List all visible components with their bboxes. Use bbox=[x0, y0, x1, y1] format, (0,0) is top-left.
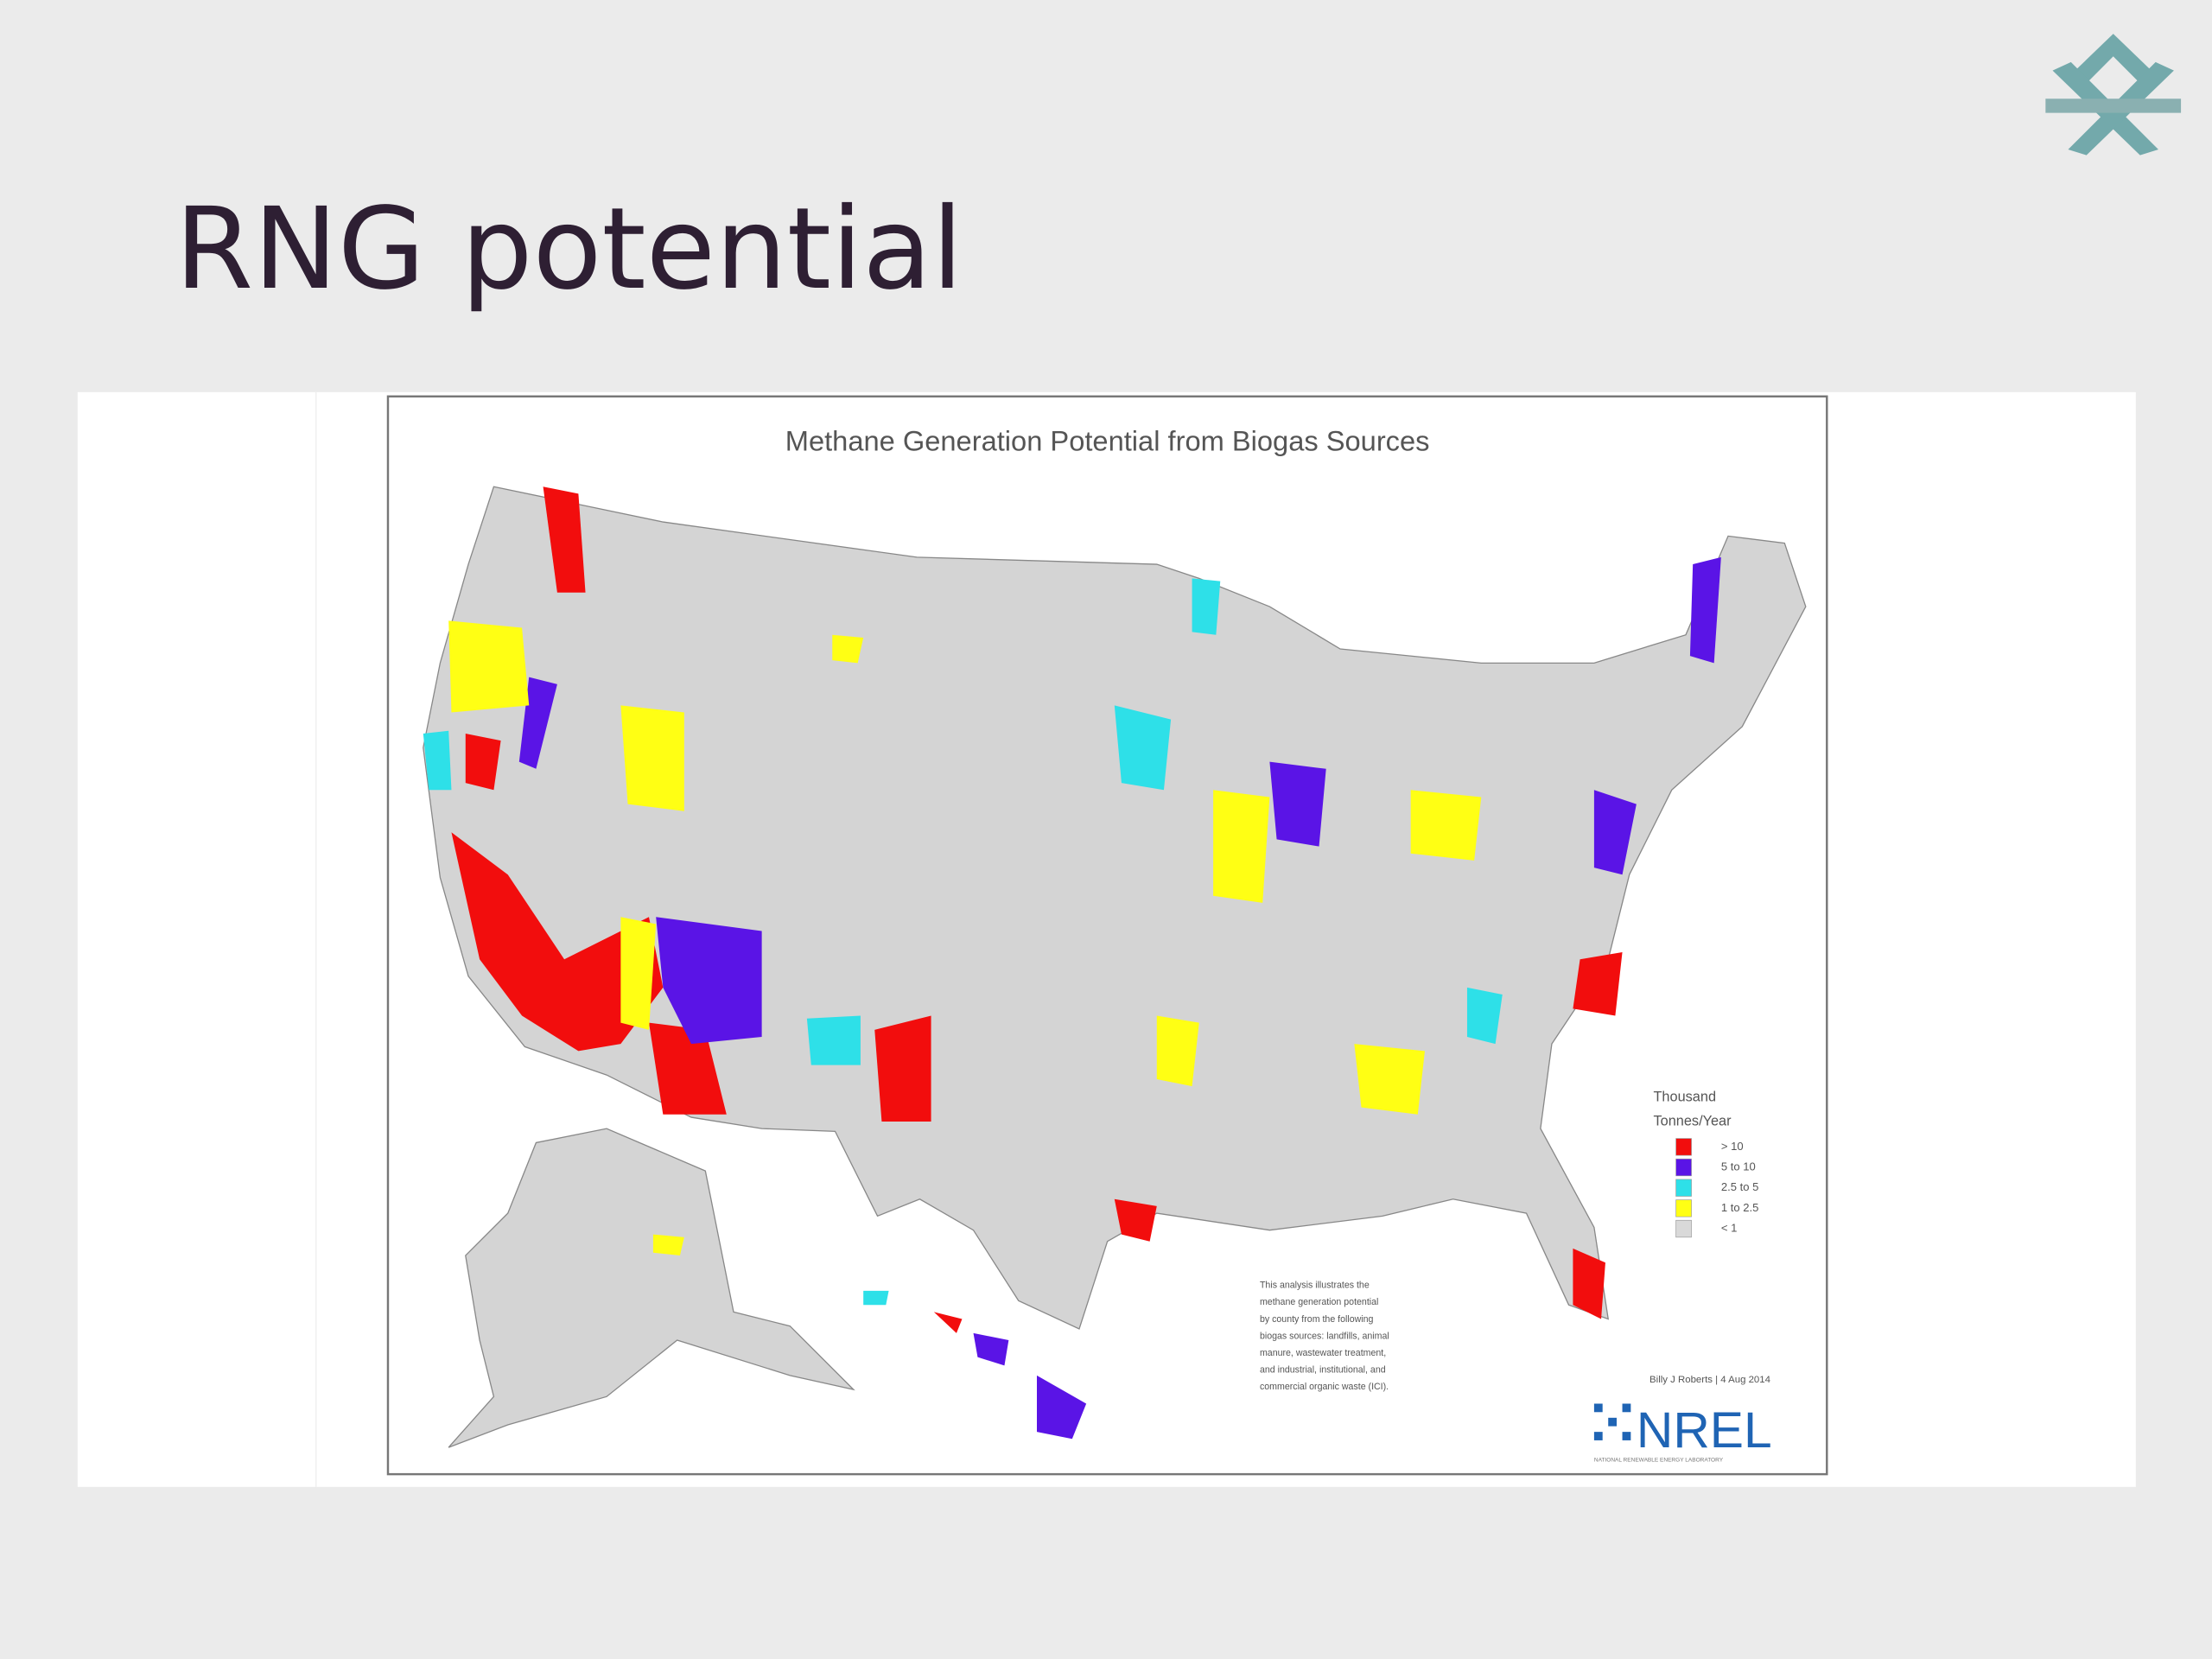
nrel-logo-subtitle: NATIONAL RENEWABLE ENERGY LABORATORY bbox=[1594, 1457, 1724, 1463]
county-cluster bbox=[448, 620, 530, 713]
county-cluster bbox=[1213, 790, 1270, 903]
legend-title: Thousand bbox=[1653, 1090, 1716, 1105]
county-cluster bbox=[1114, 1198, 1157, 1242]
note-line: manure, wastewater treatment, bbox=[1260, 1348, 1386, 1358]
logo-dot bbox=[1608, 1417, 1618, 1427]
county-cluster bbox=[652, 1234, 684, 1256]
county-cluster bbox=[1410, 790, 1482, 861]
legend-label: > 10 bbox=[1721, 1140, 1744, 1153]
county-cluster bbox=[1354, 1044, 1425, 1115]
nrel-logo bbox=[1593, 1403, 1631, 1440]
logo-dot bbox=[1622, 1403, 1631, 1413]
county-cluster bbox=[1593, 790, 1637, 875]
note: This analysis illustrates the methane gen… bbox=[1260, 1281, 1389, 1393]
county-cluster bbox=[465, 733, 501, 791]
county-cluster bbox=[874, 1015, 931, 1122]
slide-title: RNG potential bbox=[175, 183, 963, 315]
county-cluster bbox=[1466, 987, 1503, 1045]
legend-swatch bbox=[1675, 1199, 1692, 1217]
county-cluster bbox=[423, 730, 452, 791]
credit: Billy J Roberts | 4 Aug 2014 bbox=[1649, 1375, 1771, 1385]
county-cluster bbox=[863, 1290, 889, 1306]
county-cluster bbox=[1114, 705, 1172, 791]
logo-shape bbox=[2045, 99, 2182, 113]
legend-label: 5 to 10 bbox=[1721, 1160, 1756, 1173]
county-cluster bbox=[1269, 761, 1326, 847]
contiguous-us bbox=[423, 486, 1807, 1330]
legend-title: Tonnes/Year bbox=[1653, 1113, 1732, 1128]
legend-label: 2.5 to 5 bbox=[1721, 1180, 1759, 1193]
map-title: Methane Generation Potential from Biogas… bbox=[785, 424, 1430, 456]
county-cluster bbox=[806, 1015, 861, 1065]
county-cluster bbox=[649, 1022, 727, 1115]
note-line: by county from the following bbox=[1260, 1314, 1374, 1325]
logo-shape bbox=[2075, 34, 2152, 82]
note-line: commercial organic waste (ICI). bbox=[1260, 1382, 1389, 1392]
county-cluster bbox=[620, 917, 657, 1030]
legend-swatch bbox=[1675, 1158, 1692, 1177]
logo-dot bbox=[1593, 1432, 1603, 1440]
legend: Thousand Tonnes/Year > 10 5 to 10 2.5 to 5… bbox=[1653, 1090, 1759, 1238]
county-cluster bbox=[973, 1332, 1009, 1366]
legend-swatch bbox=[1675, 1138, 1692, 1156]
legend-label: 1 to 2.5 bbox=[1721, 1201, 1759, 1214]
county-cluster bbox=[1689, 556, 1721, 664]
note-line: methane generation potential bbox=[1260, 1297, 1378, 1307]
alaska bbox=[448, 1128, 855, 1448]
legend-label: < 1 bbox=[1721, 1221, 1738, 1234]
note-line: and industrial, institutional, and bbox=[1260, 1365, 1386, 1376]
legend-swatch bbox=[1675, 1179, 1692, 1197]
county-cluster bbox=[620, 705, 684, 811]
county-cluster bbox=[1573, 1248, 1605, 1319]
county-cluster bbox=[451, 832, 664, 1052]
logo-dot bbox=[1593, 1403, 1603, 1413]
nrel-logo-text: NREL bbox=[1637, 1402, 1772, 1459]
county-cluster bbox=[518, 677, 557, 769]
county-cluster bbox=[1037, 1375, 1087, 1440]
note-line: This analysis illustrates the bbox=[1260, 1281, 1370, 1291]
logo-dot bbox=[1622, 1432, 1631, 1440]
county-cluster bbox=[832, 634, 864, 664]
county-cluster bbox=[1192, 578, 1221, 635]
county-cluster bbox=[1573, 952, 1623, 1016]
legend-swatch bbox=[1675, 1219, 1692, 1238]
county-cluster bbox=[656, 917, 762, 1045]
map-land bbox=[423, 486, 1807, 1448]
note-line: biogas sources: landfills, animal bbox=[1260, 1331, 1389, 1341]
county-cluster bbox=[1156, 1015, 1199, 1087]
logo bbox=[2045, 34, 2182, 156]
